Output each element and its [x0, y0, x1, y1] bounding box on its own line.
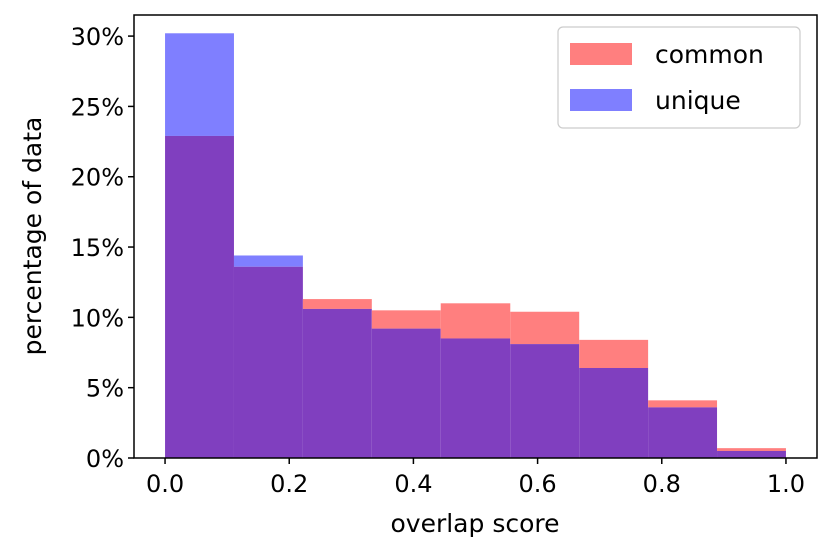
bar-overlap-7: [648, 407, 718, 458]
legend-label-common: common: [655, 40, 764, 69]
y-axis-ticks: 0% 5% 10% 15% 20% 25% 30%: [71, 23, 134, 473]
bar-common-5: [510, 311, 580, 345]
bar-overlap-0: [165, 135, 234, 458]
bar-common-8: [717, 448, 786, 451]
bar-overlap-6: [579, 367, 649, 458]
plot-frame: [133, 14, 818, 459]
y-tick-label: 0%: [86, 445, 124, 473]
x-tick-label: 0.2: [270, 470, 308, 498]
x-tick-label: 0.6: [519, 470, 557, 498]
bar-unique-0: [165, 33, 234, 136]
legend-swatch-unique: [570, 89, 632, 111]
y-tick-label: 5%: [86, 375, 124, 403]
bar-unique-1: [233, 255, 303, 267]
legend-label-unique: unique: [655, 86, 741, 115]
bar-common-4: [440, 303, 511, 339]
y-tick-label: 10%: [71, 304, 124, 332]
bars-group: [165, 33, 786, 458]
legend: common unique: [557, 26, 801, 129]
y-tick-label: 25%: [71, 93, 124, 121]
x-tick-label: 0.4: [394, 470, 432, 498]
y-axis-label: percentage of data: [18, 117, 47, 356]
y-tick-label: 30%: [71, 23, 124, 51]
x-axis-ticks: 0.0 0.2 0.4 0.6 0.8 1.0: [146, 458, 805, 498]
bar-overlap-4: [440, 338, 511, 458]
bar-common-7: [648, 400, 718, 408]
bar-overlap-8: [717, 450, 786, 458]
x-tick-label: 0.8: [643, 470, 681, 498]
bar-common-3: [371, 310, 441, 329]
x-axis-label: overlap score: [390, 509, 559, 538]
x-tick-label: 1.0: [767, 470, 805, 498]
bar-common-2: [302, 299, 372, 309]
bar-overlap-2: [302, 308, 372, 458]
y-tick-label: 15%: [71, 234, 124, 262]
legend-swatch-common: [570, 43, 632, 65]
bar-common-6: [579, 339, 649, 368]
bar-overlap-5: [510, 344, 580, 458]
y-tick-label: 20%: [71, 164, 124, 192]
x-tick-label: 0.0: [146, 470, 184, 498]
bar-overlap-1: [233, 266, 303, 458]
bar-overlap-3: [371, 328, 441, 458]
